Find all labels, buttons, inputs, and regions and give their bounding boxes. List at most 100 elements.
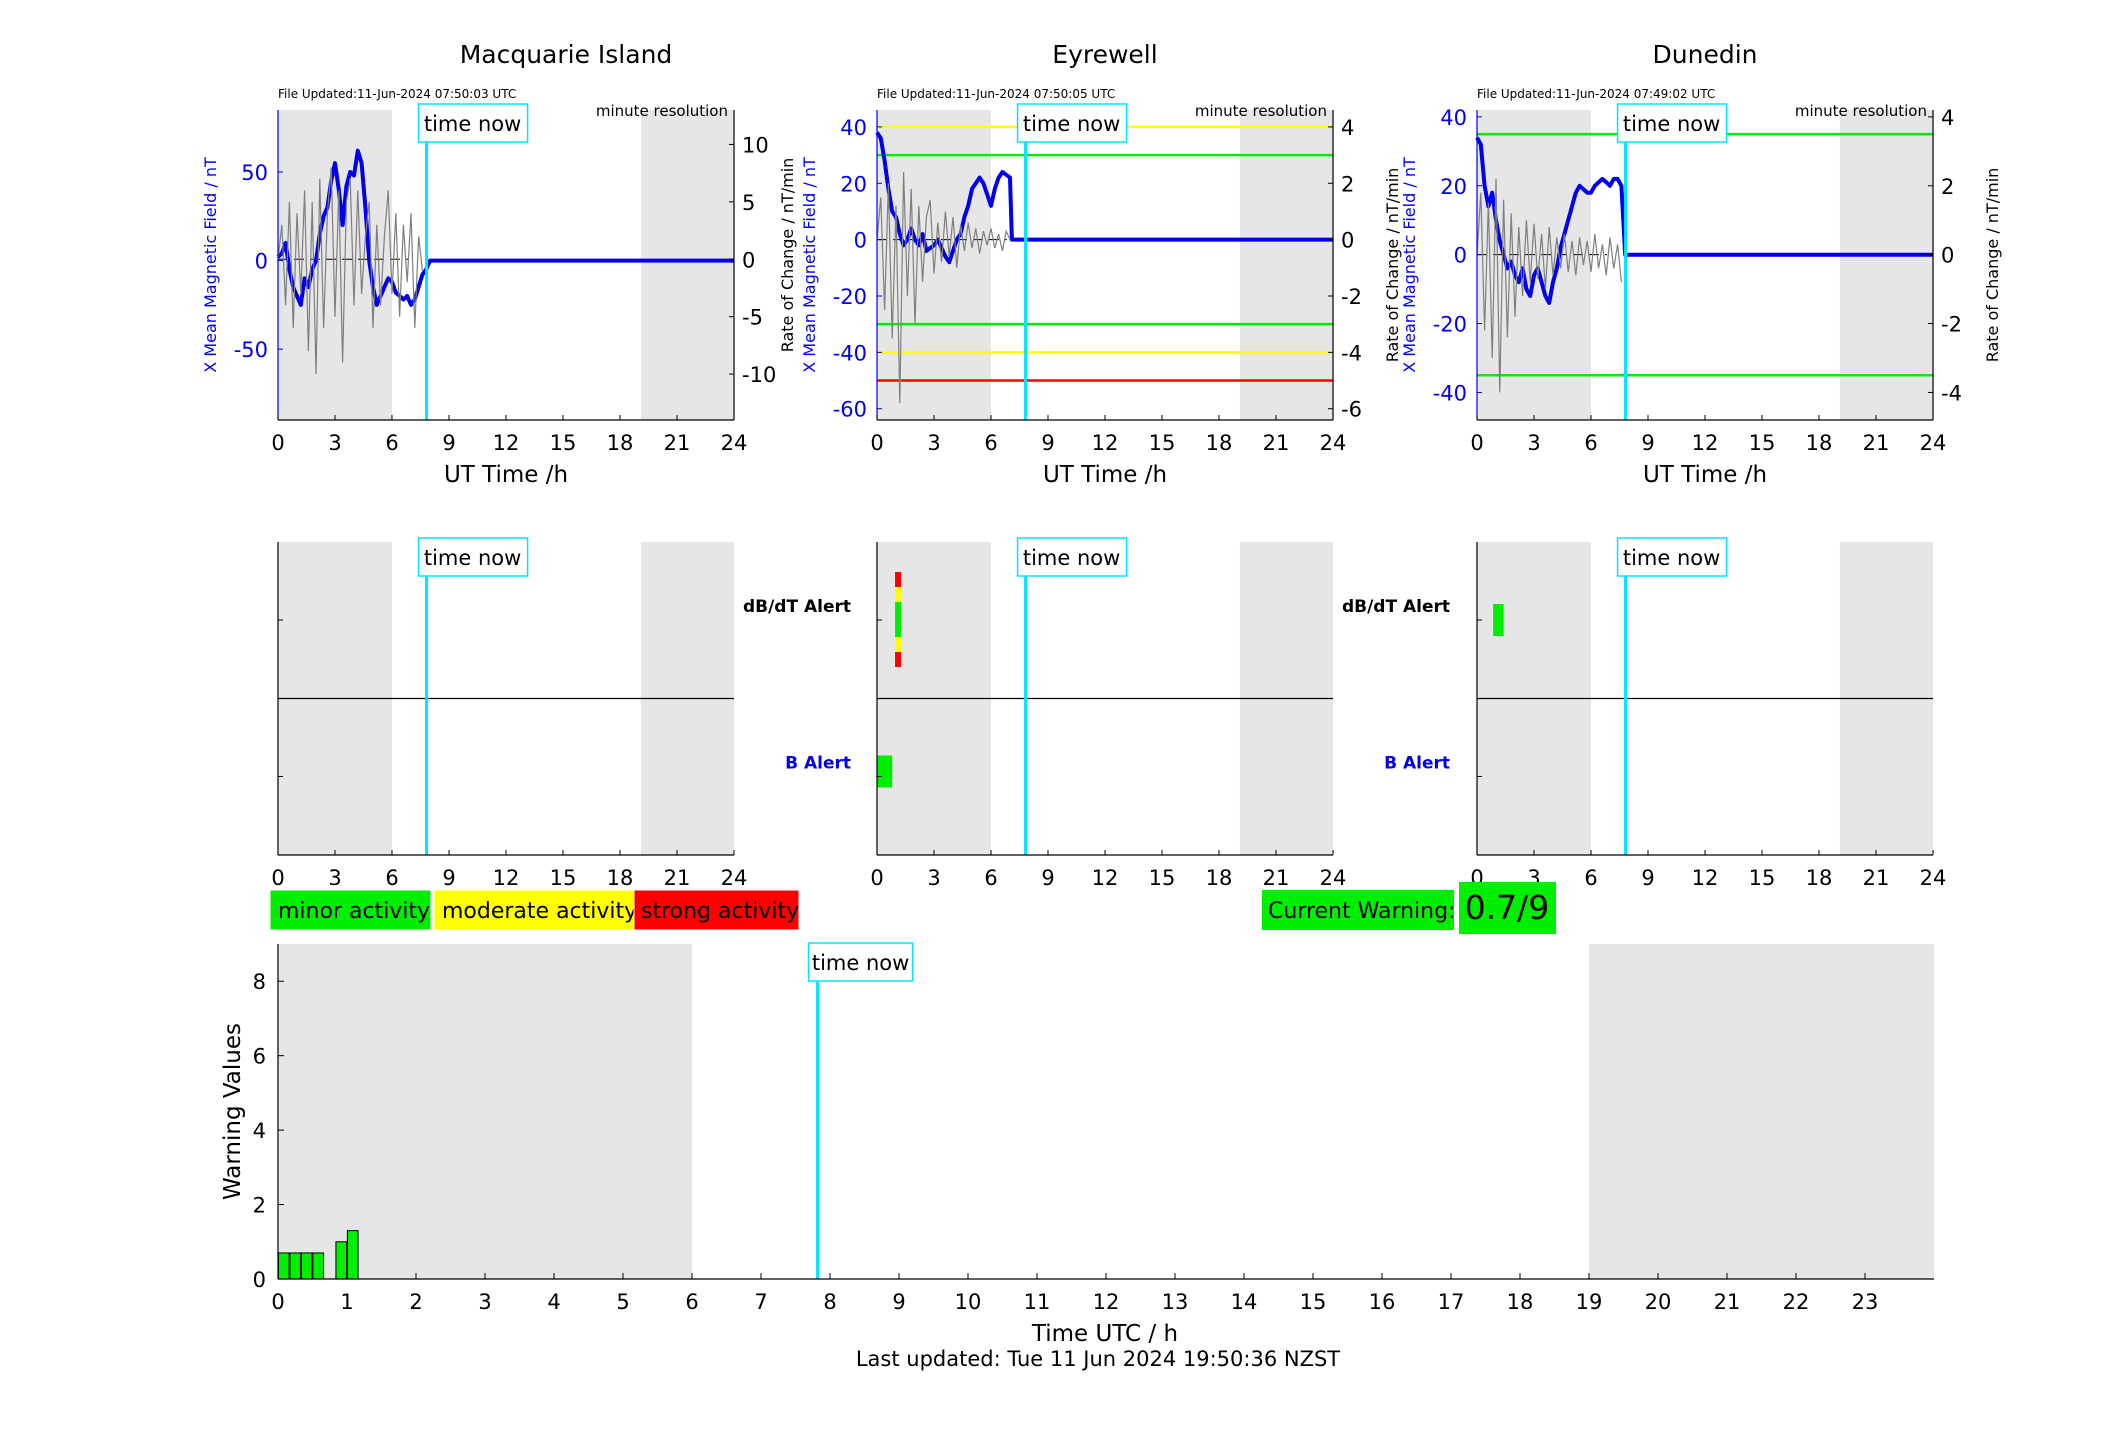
x-tick-label: 5 bbox=[616, 1290, 629, 1314]
x-tick-label: 7 bbox=[754, 1290, 767, 1314]
left-y-tick-label: 20 bbox=[1440, 175, 1467, 199]
x-tick-label: 6 bbox=[984, 866, 997, 890]
right-y-tick-label: 0 bbox=[1341, 229, 1354, 253]
x-tick-label: 21 bbox=[1863, 431, 1890, 455]
y-axis-label: Warning Values bbox=[220, 1023, 246, 1200]
x-tick-label: 6 bbox=[385, 866, 398, 890]
alert-cell bbox=[895, 572, 902, 587]
left-y-tick-label: -40 bbox=[833, 341, 867, 365]
x-tick-label: 8 bbox=[823, 1290, 836, 1314]
x-axis-label: UT Time /h bbox=[444, 462, 568, 488]
alert-cell bbox=[895, 652, 902, 667]
alert-cell bbox=[895, 637, 902, 652]
time-now-label: time now bbox=[812, 951, 909, 975]
left-y-tick-label: 0 bbox=[854, 229, 867, 253]
x-tick-label: 9 bbox=[1041, 431, 1054, 455]
night-band bbox=[278, 944, 692, 1279]
right-y-tick-label: 0 bbox=[1941, 244, 1954, 268]
left-y-tick-label: 20 bbox=[840, 172, 867, 196]
rate-of-change-line bbox=[277, 167, 423, 375]
right-y-tick-label: 4 bbox=[1941, 106, 1954, 130]
time-now-label: time now bbox=[1623, 546, 1720, 570]
left-y-axis-label: X Mean Magnetic Field / nT bbox=[800, 157, 819, 373]
x-tick-label: 24 bbox=[1320, 431, 1347, 455]
left-y-tick-label: 40 bbox=[840, 116, 867, 140]
x-tick-label: 15 bbox=[1149, 866, 1176, 890]
x-tick-label: 12 bbox=[1093, 1290, 1120, 1314]
x-tick-label: 20 bbox=[1645, 1290, 1672, 1314]
time-now-label: time now bbox=[1023, 546, 1120, 570]
time-now-box bbox=[417, 103, 529, 143]
x-tick-label: 3 bbox=[1527, 431, 1540, 455]
y-tick-label: 6 bbox=[253, 1045, 266, 1069]
right-y-tick-label: 0 bbox=[742, 248, 755, 272]
x-tick-label: 21 bbox=[664, 431, 691, 455]
left-y-tick-label: -50 bbox=[234, 338, 268, 362]
current-warning-label: Current Warning: bbox=[1268, 899, 1455, 924]
right-y-tick-label: 10 bbox=[742, 133, 769, 157]
x-tick-label: 0 bbox=[870, 431, 883, 455]
x-tick-label: 0 bbox=[271, 431, 284, 455]
warning-bar bbox=[300, 1252, 313, 1280]
night-band bbox=[1589, 944, 1934, 1279]
left-y-tick-label: 40 bbox=[1440, 106, 1467, 130]
x-tick-label: 4 bbox=[547, 1290, 560, 1314]
x-tick-label: 9 bbox=[1641, 431, 1654, 455]
chart-title: Dunedin bbox=[1653, 40, 1758, 69]
x-tick-label: 24 bbox=[1920, 431, 1947, 455]
right-y-tick-label: -4 bbox=[1341, 341, 1362, 365]
legend-moderate-swatch bbox=[433, 889, 635, 931]
left-y-axis-label: X Mean Magnetic Field / nT bbox=[1400, 157, 1419, 373]
x-tick-label: 12 bbox=[1092, 431, 1119, 455]
right-y-tick-label: -5 bbox=[742, 306, 763, 330]
macquarie-field-chart: Macquarie Island File Updated:11-Jun-2024… bbox=[201, 40, 776, 488]
right-y-axis-label: Rate of Change / nT/min bbox=[1383, 168, 1402, 363]
x-tick-label: 6 bbox=[685, 1290, 698, 1314]
x-tick-label: 2 bbox=[409, 1290, 422, 1314]
x-tick-label: 12 bbox=[493, 866, 520, 890]
legend-minor-swatch bbox=[269, 889, 432, 931]
time-now-box bbox=[1016, 537, 1128, 577]
x-tick-label: 0 bbox=[271, 866, 284, 890]
x-tick-label: 0 bbox=[870, 866, 883, 890]
warning-bar bbox=[289, 1252, 302, 1280]
mean-field-line bbox=[875, 131, 1333, 265]
resolution-label: minute resolution bbox=[596, 102, 728, 120]
night-band bbox=[640, 110, 734, 420]
legend-minor-label: minor activity bbox=[278, 899, 430, 924]
night-band bbox=[1477, 110, 1591, 420]
x-tick-label: 13 bbox=[1162, 1290, 1189, 1314]
resolution-label: minute resolution bbox=[1195, 102, 1327, 120]
x-tick-label: 3 bbox=[927, 866, 940, 890]
x-tick-label: 14 bbox=[1231, 1290, 1258, 1314]
file-updated-label: File Updated:11-Jun-2024 07:50:03 UTC bbox=[278, 87, 516, 101]
legend-strong-label: strong activity bbox=[641, 899, 799, 924]
x-tick-label: 17 bbox=[1438, 1290, 1465, 1314]
time-now-box bbox=[1616, 537, 1728, 577]
x-tick-label: 0 bbox=[1470, 431, 1483, 455]
x-tick-label: 24 bbox=[721, 866, 748, 890]
b-alert-label: B Alert bbox=[785, 754, 851, 774]
left-y-tick-label: 0 bbox=[255, 250, 268, 274]
x-tick-label: 9 bbox=[892, 1290, 905, 1314]
left-y-tick-label: -20 bbox=[833, 285, 867, 309]
footer-last-updated: Last updated: Tue 11 Jun 2024 19:50:36 N… bbox=[856, 1347, 1340, 1371]
file-updated-label: File Updated:11-Jun-2024 07:50:05 UTC bbox=[877, 87, 1115, 101]
right-y-axis-label: Rate of Change / nT/min bbox=[1983, 168, 2002, 363]
right-y-tick-label: -2 bbox=[1941, 313, 1962, 337]
x-tick-label: 22 bbox=[1783, 1290, 1810, 1314]
right-y-tick-label: -6 bbox=[1341, 398, 1362, 422]
x-tick-label: 18 bbox=[1806, 431, 1833, 455]
x-axis-label: UT Time /h bbox=[1643, 462, 1767, 488]
x-tick-label: 21 bbox=[664, 866, 691, 890]
x-tick-label: 21 bbox=[1714, 1290, 1741, 1314]
current-warning-value-box bbox=[1459, 882, 1556, 934]
x-tick-label: 9 bbox=[442, 431, 455, 455]
time-now-label: time now bbox=[424, 112, 521, 136]
left-y-tick-label: -20 bbox=[1433, 313, 1467, 337]
mean-field-line bbox=[276, 148, 734, 307]
x-tick-label: 24 bbox=[721, 431, 748, 455]
x-tick-label: 6 bbox=[1584, 866, 1597, 890]
time-now-label: time now bbox=[424, 546, 521, 570]
